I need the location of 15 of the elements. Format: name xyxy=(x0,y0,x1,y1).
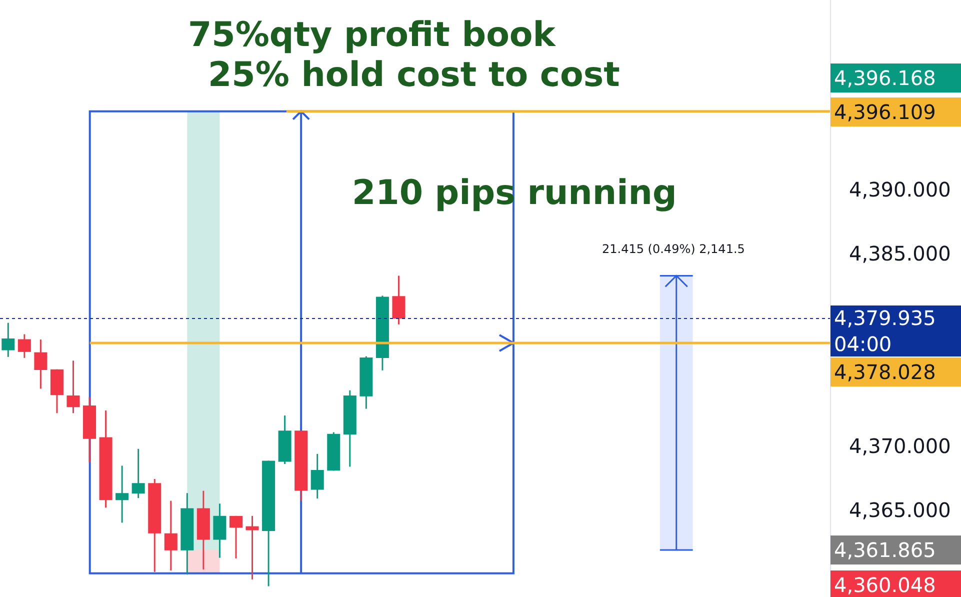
ref-line-label: 4,396.109 xyxy=(834,100,936,124)
candlestick xyxy=(116,466,129,523)
y-tick-label: 4,365.000 xyxy=(849,498,951,522)
text: 4,396.168 xyxy=(834,66,936,90)
ref-line-label: 4,378.028 xyxy=(834,360,936,384)
annotation: 75%qty profit book xyxy=(188,15,557,55)
text: 4,360.048 xyxy=(834,573,936,597)
candlestick xyxy=(246,516,259,580)
ref-line-label: 4,379.935 04:00 xyxy=(834,306,936,356)
annotation: 21.415 (0.49%) 2,141.5 xyxy=(602,242,745,256)
y-tick-label: 4,390.000 xyxy=(849,178,951,202)
annotation: 25% hold cost to cost xyxy=(208,55,620,95)
text: 4,361.865 xyxy=(834,538,936,562)
y-tick-label: 4,385.000 xyxy=(849,242,951,266)
y-tick-label: 4,370.000 xyxy=(849,434,951,458)
